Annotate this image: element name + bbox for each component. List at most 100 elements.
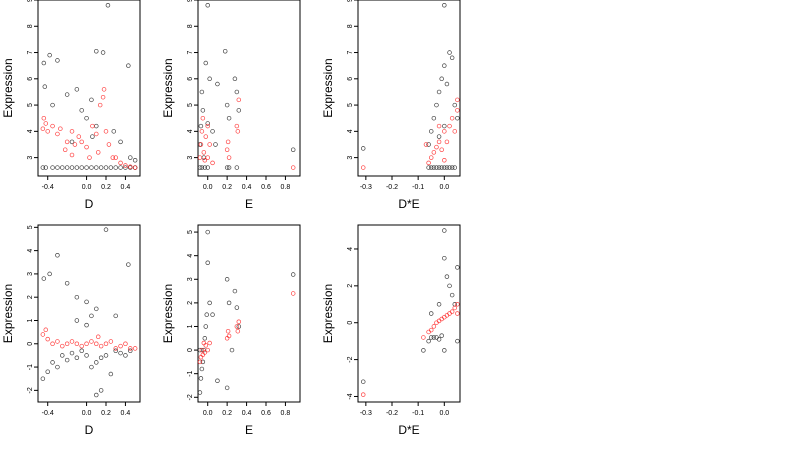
- plot-frame: [37, 0, 141, 177]
- x-tick-label: -0.3: [360, 410, 372, 417]
- black-data-point: [94, 360, 99, 365]
- red-data-point: [108, 339, 114, 344]
- red-data-point: [431, 324, 437, 329]
- red-data-point: [58, 126, 63, 131]
- black-data-point: [428, 311, 434, 316]
- y-tick-label: 5: [347, 103, 354, 107]
- black-data-point: [232, 76, 238, 82]
- red-data-point: [103, 341, 109, 347]
- red-data-point: [452, 305, 458, 311]
- black-data-point: [64, 357, 70, 363]
- red-data-point: [40, 332, 46, 337]
- red-data-point: [110, 155, 116, 160]
- y-tick-label: 3: [27, 272, 34, 276]
- black-data-point: [74, 318, 80, 323]
- panel-1: -0.4 0.0 0.2 0.4 3 4 5 6 7 8 9 D Expression: [1, 0, 141, 211]
- black-data-point: [222, 48, 228, 54]
- red-data-point: [198, 142, 204, 147]
- black-data-point: [50, 165, 55, 170]
- y-tick-label: -1: [27, 364, 34, 370]
- red-data-point: [226, 333, 232, 339]
- y-tick-label: 9: [187, 0, 194, 2]
- black-data-point: [442, 3, 447, 8]
- red-data-point: [43, 327, 49, 333]
- red-data-point: [236, 97, 242, 103]
- black-data-point: [444, 81, 450, 87]
- red-data-point: [436, 139, 442, 145]
- black-data-point: [84, 115, 89, 121]
- black-data-point: [234, 305, 240, 310]
- black-data-point: [442, 348, 447, 353]
- red-data-point: [360, 392, 366, 397]
- black-data-point: [205, 165, 210, 170]
- x-axis-title: D*E: [398, 423, 419, 437]
- black-data-point: [74, 355, 80, 361]
- black-data-point: [449, 165, 455, 170]
- black-data-point: [434, 102, 439, 108]
- red-data-point: [449, 115, 455, 121]
- red-data-point: [128, 346, 133, 351]
- black-data-point: [94, 392, 99, 398]
- red-data-point: [207, 340, 212, 346]
- red-data-point: [236, 319, 242, 325]
- black-data-point: [40, 376, 46, 381]
- red-data-point: [200, 115, 206, 121]
- x-axis-title: D: [85, 423, 94, 437]
- x-axis-title: D: [85, 197, 94, 211]
- panel-4: -0.4 0.0 0.2 0.4 -2 -1 0 1 2 3 4 5 D Expression: [1, 224, 141, 437]
- red-data-point: [118, 343, 123, 349]
- black-data-point: [128, 155, 133, 160]
- black-data-point: [84, 165, 89, 170]
- x-tick-label: 0.6: [261, 184, 271, 191]
- red-data-point: [79, 343, 84, 349]
- black-data-point: [50, 102, 55, 108]
- red-data-point: [205, 347, 210, 353]
- black-data-point: [442, 123, 447, 129]
- red-data-point: [95, 334, 101, 340]
- x-tick-label: 0.0: [439, 410, 449, 417]
- black-data-point: [203, 60, 209, 66]
- red-data-point: [203, 134, 209, 139]
- black-data-point: [421, 348, 426, 353]
- x-tick-label: -0.2: [386, 410, 398, 417]
- y-tick-label: -2: [347, 356, 354, 362]
- red-data-point: [94, 341, 99, 347]
- black-data-point: [442, 165, 447, 170]
- x-tick-label: 0.4: [242, 184, 252, 191]
- y-tick-label: 5: [27, 103, 34, 107]
- black-data-point: [55, 253, 60, 258]
- black-data-point: [69, 139, 75, 145]
- black-data-point: [205, 3, 210, 8]
- black-data-point: [360, 379, 366, 384]
- red-data-point: [40, 126, 46, 131]
- y-tick-label: 1: [187, 324, 194, 328]
- x-axis-title: D*E: [398, 197, 419, 211]
- red-data-point: [197, 359, 203, 365]
- black-data-point: [55, 165, 60, 170]
- black-data-point: [442, 63, 447, 68]
- black-data-point: [69, 350, 75, 356]
- black-data-point: [84, 322, 89, 328]
- black-data-point: [197, 165, 203, 170]
- y-tick-label: 6: [27, 77, 34, 81]
- y-axis-title: Expression: [1, 58, 15, 117]
- black-data-point: [98, 355, 104, 361]
- black-data-point: [436, 302, 442, 307]
- red-data-point: [225, 328, 231, 334]
- black-data-point: [224, 165, 230, 170]
- x-tick-label: 0.0: [82, 184, 92, 191]
- black-data-point: [84, 353, 89, 358]
- black-data-point: [236, 108, 242, 113]
- red-data-point: [455, 302, 460, 307]
- red-data-point: [442, 157, 447, 163]
- black-data-point: [455, 115, 460, 121]
- y-tick-label: 0: [187, 348, 194, 352]
- black-data-point: [113, 348, 118, 354]
- black-data-point: [226, 300, 232, 306]
- red-data-point: [69, 129, 75, 134]
- black-data-point: [199, 165, 205, 170]
- x-tick-label: 0.6: [261, 410, 271, 417]
- red-data-point: [69, 152, 75, 158]
- red-data-point: [69, 339, 75, 344]
- red-data-point: [64, 139, 70, 145]
